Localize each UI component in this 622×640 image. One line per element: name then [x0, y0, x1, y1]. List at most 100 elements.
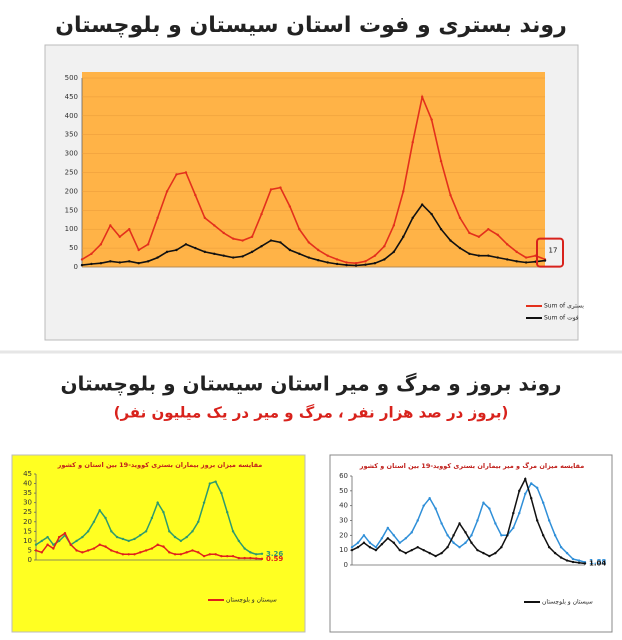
point: [364, 263, 367, 266]
point: [185, 535, 188, 539]
point: [260, 557, 264, 561]
point: [500, 534, 503, 537]
point: [374, 548, 378, 552]
point: [536, 519, 539, 522]
point: [137, 248, 140, 252]
point: [231, 530, 235, 533]
point: [446, 534, 449, 537]
y-tick-label: 350: [65, 131, 78, 139]
point: [115, 535, 119, 539]
point: [86, 530, 90, 533]
point: [298, 252, 301, 255]
point: [175, 248, 178, 252]
point: [98, 509, 101, 512]
section-title: روند بروز و مرگ و میر استان سیستان و بلو…: [60, 372, 561, 397]
point: [468, 252, 471, 255]
y-tick-label: 300: [65, 150, 78, 158]
point: [104, 545, 107, 548]
point: [243, 556, 246, 560]
y-tick-label: 200: [65, 187, 78, 195]
point: [524, 477, 527, 481]
series-line: [35, 480, 263, 556]
point: [416, 519, 419, 522]
point: [356, 541, 360, 544]
point: [203, 250, 207, 254]
point: [46, 543, 49, 546]
point: [530, 497, 533, 500]
point: [547, 519, 551, 522]
point: [422, 548, 425, 552]
point: [392, 224, 396, 227]
point: [162, 511, 165, 514]
point: [57, 535, 61, 539]
point: [515, 250, 518, 254]
point: [185, 551, 188, 554]
point: [146, 260, 150, 263]
point: [133, 537, 136, 541]
point: [92, 520, 96, 523]
point: [118, 235, 121, 238]
point: [220, 554, 223, 558]
point: [326, 254, 329, 257]
point: [553, 534, 557, 537]
point: [487, 254, 490, 257]
point: [524, 261, 528, 264]
point: [404, 537, 407, 540]
point: [75, 539, 78, 543]
chart-title: مقایسه میزان مرگ و میر بیماران بستری کوو…: [359, 461, 584, 470]
point: [99, 262, 103, 265]
point: [194, 246, 197, 250]
point: [109, 224, 112, 227]
point: [458, 546, 461, 549]
point: [203, 216, 207, 220]
point: [115, 551, 119, 554]
y-tick-label: 45: [23, 470, 32, 478]
point: [392, 534, 396, 537]
chart-title: روند بستری و فوت استان سیستان و بلوچستان: [55, 13, 567, 38]
point: [458, 522, 461, 525]
point: [237, 539, 241, 543]
point: [260, 552, 264, 555]
point: [356, 546, 360, 549]
series-line: [351, 477, 586, 565]
point: [583, 562, 587, 565]
y-tick-label: 10: [23, 537, 32, 545]
point: [439, 228, 443, 231]
point: [434, 554, 437, 558]
point: [173, 553, 177, 556]
point: [350, 546, 354, 549]
end-label: 1.88: [589, 558, 606, 566]
point: [165, 190, 169, 193]
point: [411, 141, 414, 144]
point: [69, 543, 72, 546]
point: [506, 534, 509, 537]
y-tick-label: 10: [339, 546, 348, 554]
point: [260, 212, 263, 216]
point: [156, 501, 159, 504]
point: [496, 256, 499, 259]
point: [98, 543, 101, 546]
point: [226, 511, 229, 514]
point: [127, 553, 130, 556]
point: [144, 549, 148, 552]
y-tick-label: 30: [339, 517, 348, 525]
y-tick-label: 100: [65, 225, 78, 233]
point: [452, 541, 455, 544]
point: [449, 239, 452, 242]
point: [197, 551, 200, 554]
point: [144, 530, 148, 533]
point: [317, 248, 320, 252]
point: [269, 188, 273, 191]
point: [90, 262, 93, 266]
point: [231, 256, 235, 259]
point: [386, 537, 390, 540]
point: [226, 554, 229, 558]
point: [458, 246, 462, 250]
y-tick-label: 40: [23, 480, 32, 488]
point: [524, 492, 527, 495]
y-tick-label: 250: [65, 169, 78, 177]
annotation-box: [536, 237, 564, 268]
point: [449, 193, 452, 197]
point: [383, 245, 386, 248]
point: [249, 551, 252, 554]
